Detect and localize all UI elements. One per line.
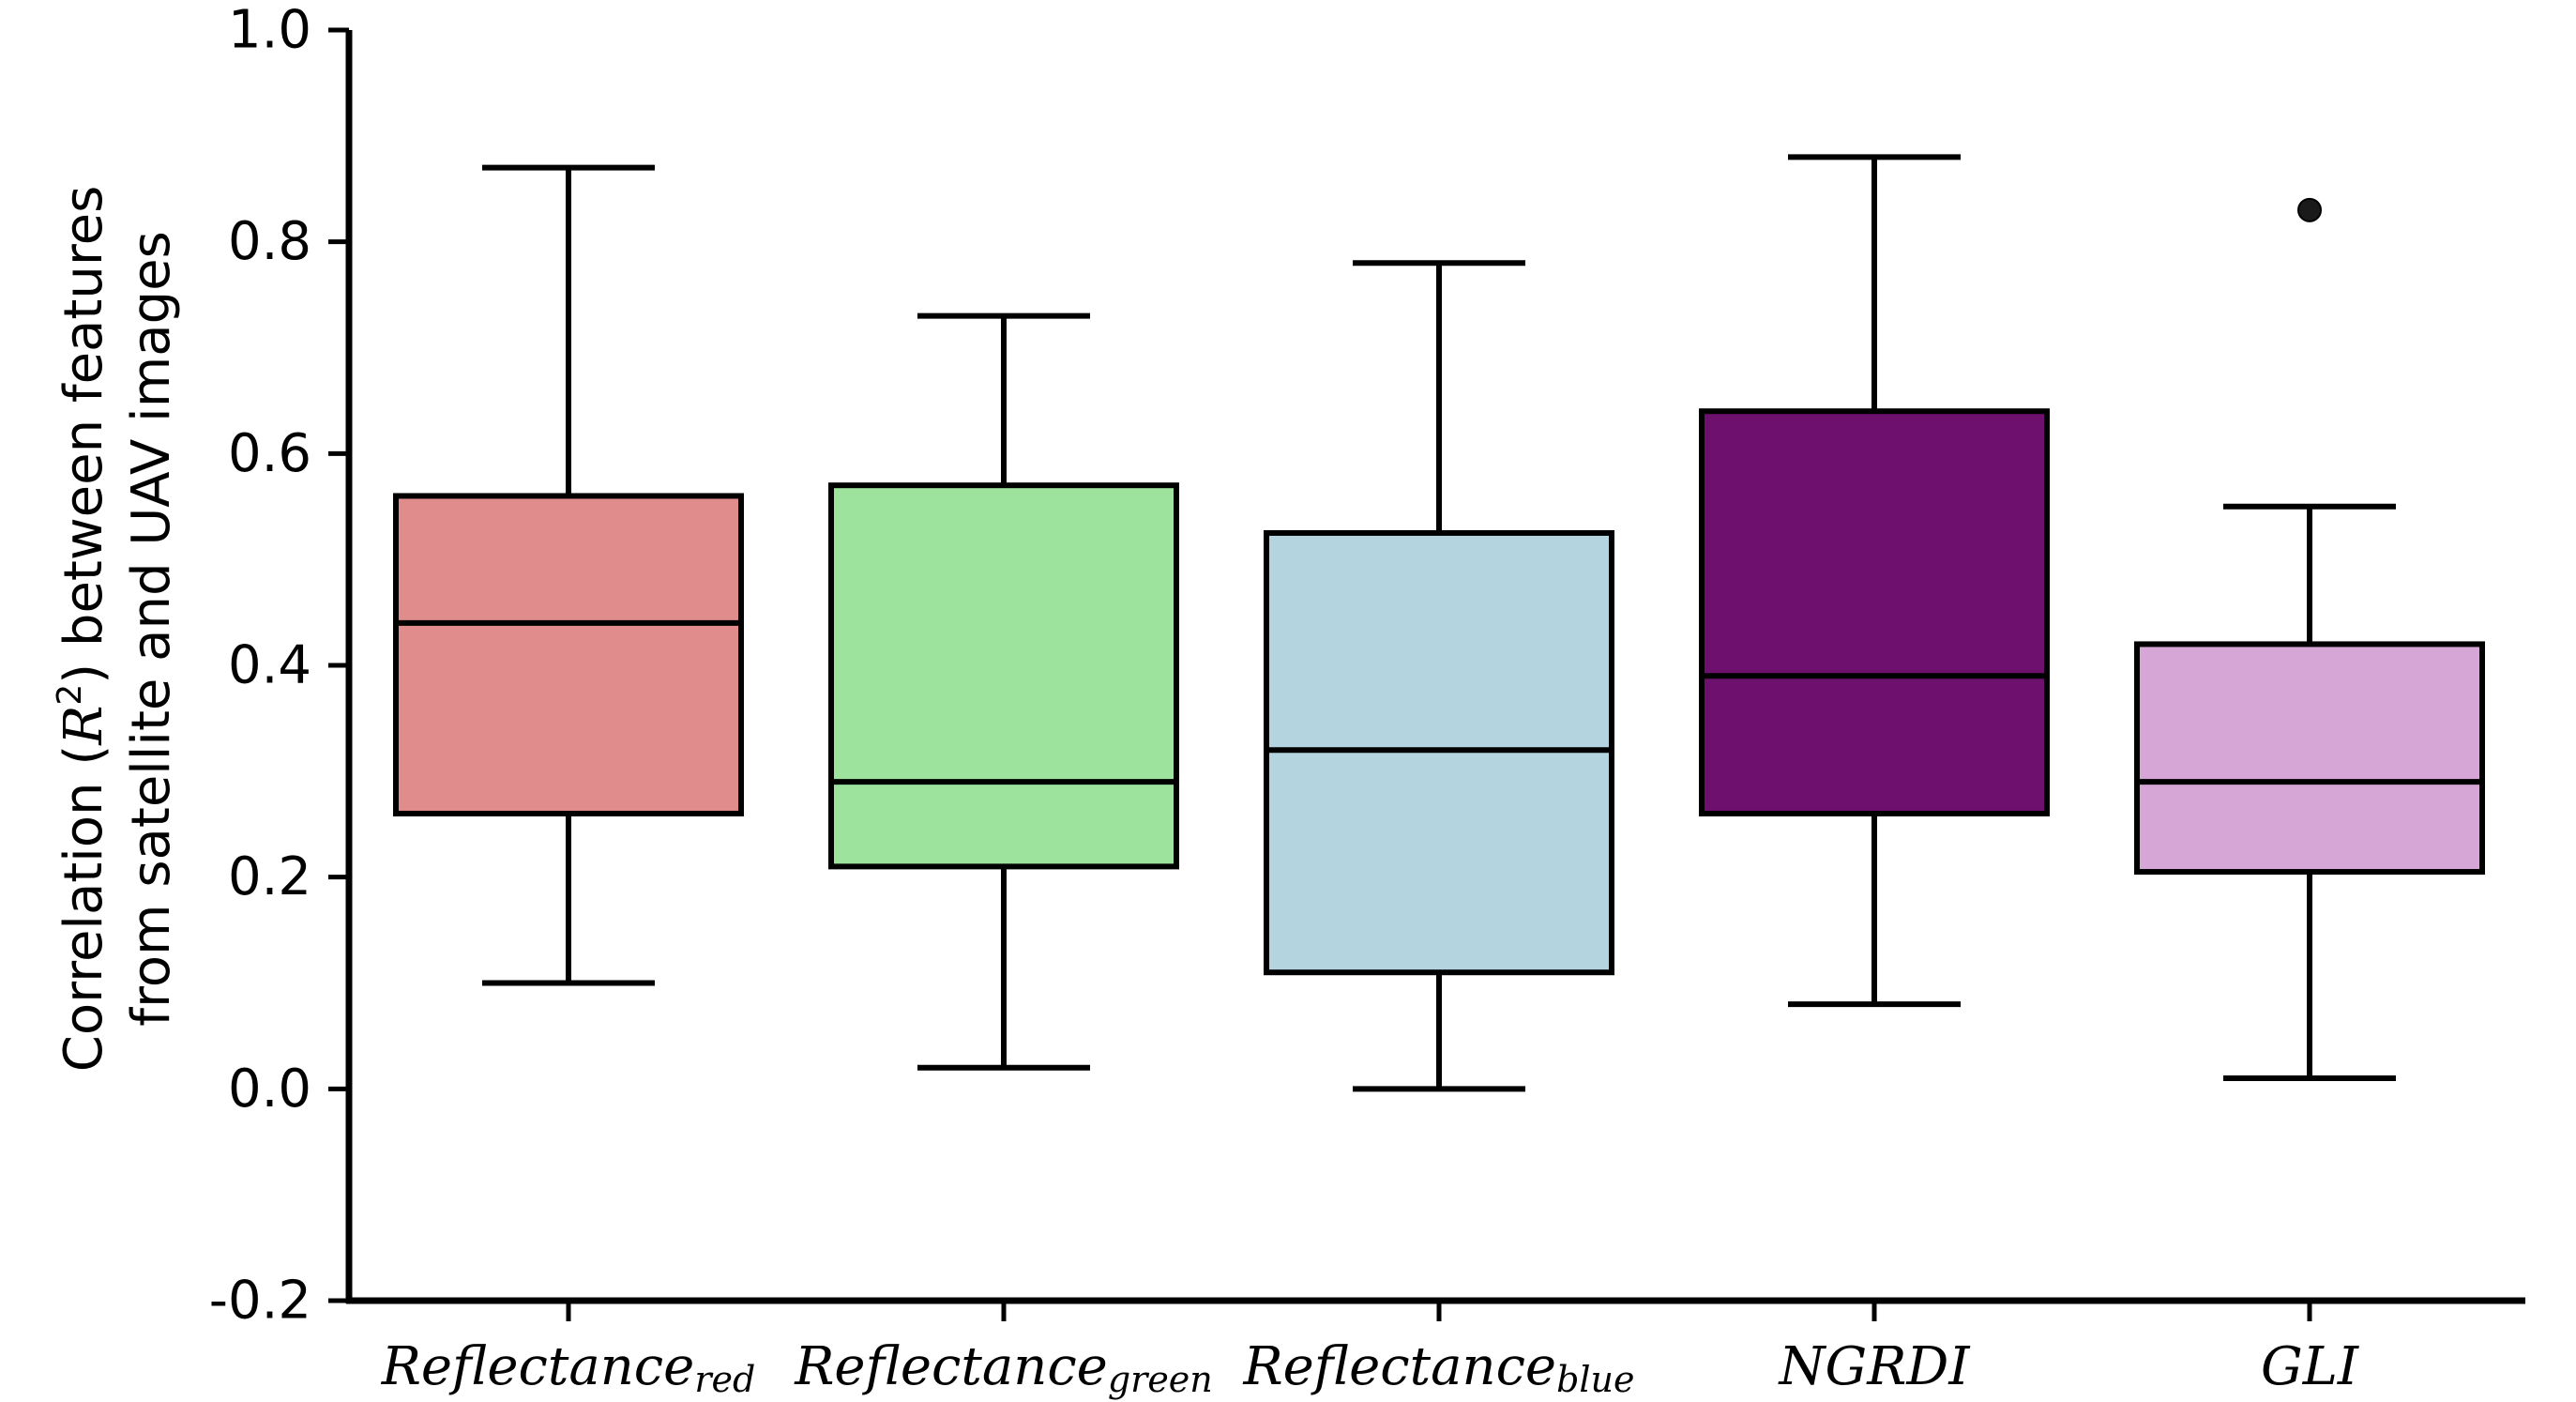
x-tick-label: Reflectanceblue [1242,1336,1634,1401]
y-tick-label: -0.2 [209,1271,311,1332]
y-tick-label: 0.0 [228,1059,311,1120]
box-iqr [393,493,744,816]
box-0 [393,164,744,986]
outlier-point [2297,197,2322,222]
y-axis-label: Correlation (R2) between features from sa… [51,186,182,1073]
y-tick-label: 0.6 [228,423,311,484]
boxes [393,154,2485,1092]
y-tick-label: 0.4 [228,635,311,696]
x-tick-label: Reflectancered [381,1336,756,1401]
x-tick-label: NGRDI [1778,1336,1972,1397]
y-tick-label: 0.8 [228,211,311,272]
y-axis-label-line: from satellite and UAV images [121,231,182,1027]
x-tick-label: GLI [2261,1336,2360,1397]
box-4 [2134,197,2485,1082]
y-axis: 1.0 0.8 0.6 0.4 0.2 0.0 -0.2 [209,0,353,1332]
y-axis-label-line: Correlation (R2) between features [51,186,114,1073]
box-iqr [828,482,1179,870]
box-3 [1699,154,2050,1008]
box-iqr [2134,641,2485,876]
y-tick-label: 1.0 [228,0,311,61]
x-axis: Reflectancered Reflectancegreen Reflectanc… [346,1297,2525,1401]
y-tick-label: 0.2 [228,846,311,907]
x-tick-label: Reflectancegreen [794,1336,1213,1401]
box-2 [1264,260,1614,1092]
box-iqr [1699,408,2050,816]
box-1 [828,312,1179,1071]
